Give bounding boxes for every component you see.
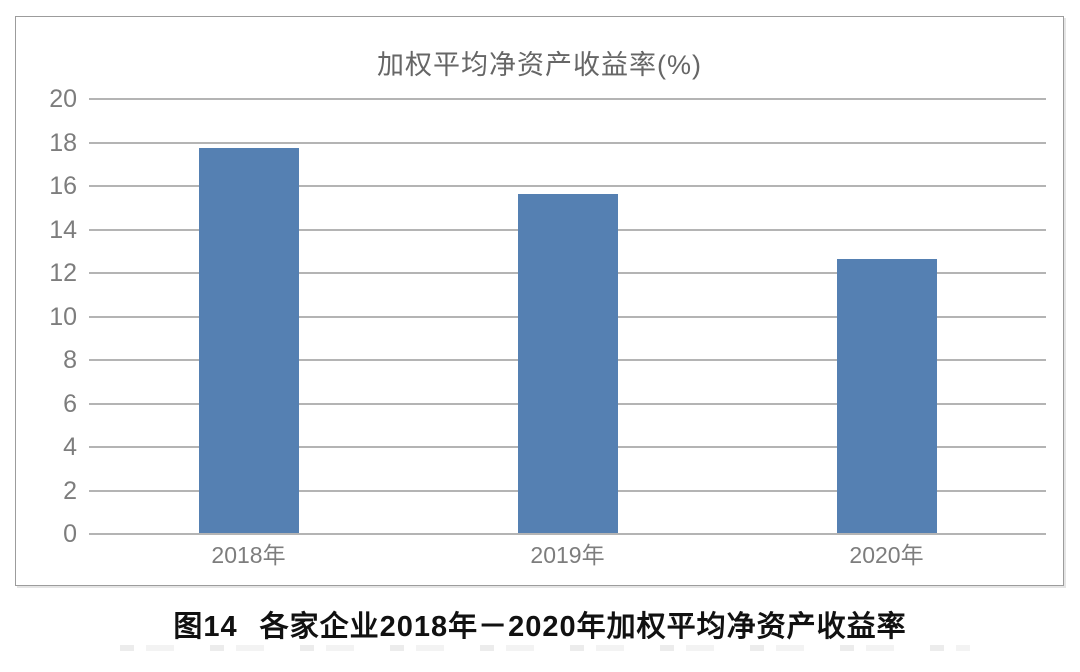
gridline [89, 533, 1046, 535]
figure-caption: 图14 各家企业2018年－2020年加权平均净资产收益率 [0, 603, 1080, 645]
y-tick-label: 10 [49, 302, 77, 331]
y-tick-label: 0 [63, 520, 77, 548]
y-tick-label: 16 [49, 172, 77, 200]
gridline [89, 98, 1046, 100]
x-tick-label: 2020年 [849, 542, 924, 568]
y-tick-label: 12 [49, 259, 77, 287]
gridline [89, 185, 1046, 187]
y-tick-label: 18 [49, 128, 77, 157]
figure-caption-text: 各家企业2018年－2020年加权平均净资产收益率 [259, 611, 907, 643]
plot-area: 0 2 4 6 8 10 12 14 16 18 20 2018年 2019年 2020年 [49, 87, 1046, 567]
y-tick-label: 8 [63, 346, 77, 374]
figure-caption-label: 图14 [173, 611, 238, 643]
cropped-text-remnant [120, 645, 970, 651]
bar-2020年 [836, 258, 937, 533]
gridline [89, 141, 1046, 144]
y-tick-label: 4 [63, 433, 77, 461]
y-tick-label: 20 [49, 85, 77, 113]
bar-2019年 [517, 193, 618, 533]
x-tick-label: 2019年 [530, 542, 605, 568]
y-tick-label: 2 [63, 476, 77, 505]
chart-panel: 加权平均净资产收益率(%) 0 2 4 6 8 10 12 14 16 18 20 2018年 2019… [15, 16, 1064, 586]
bar-2018年 [198, 148, 299, 533]
x-tick-label: 2018年 [211, 542, 286, 568]
y-tick-label: 6 [63, 389, 77, 418]
y-tick-label: 14 [49, 215, 77, 244]
chart-title: 加权平均净资产收益率(%) [377, 50, 702, 80]
